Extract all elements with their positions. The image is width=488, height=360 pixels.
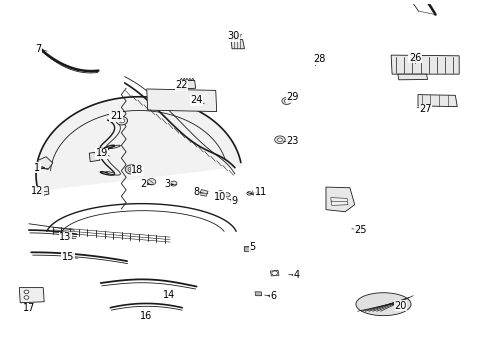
Circle shape xyxy=(125,165,137,174)
Circle shape xyxy=(271,271,277,275)
Text: 14: 14 xyxy=(163,290,175,300)
Text: 13: 13 xyxy=(59,232,71,242)
Text: 20: 20 xyxy=(394,301,406,311)
Circle shape xyxy=(24,296,29,299)
Polygon shape xyxy=(38,157,53,170)
Text: 4: 4 xyxy=(293,270,299,280)
Polygon shape xyxy=(330,198,347,206)
Circle shape xyxy=(246,192,251,195)
Text: 23: 23 xyxy=(285,136,298,146)
Circle shape xyxy=(116,117,127,125)
Text: 12: 12 xyxy=(31,186,43,196)
Text: 11: 11 xyxy=(254,186,266,197)
Text: 1: 1 xyxy=(34,163,41,173)
Text: 6: 6 xyxy=(270,292,276,301)
Polygon shape xyxy=(36,97,241,190)
Circle shape xyxy=(119,118,124,123)
Circle shape xyxy=(284,99,288,103)
Polygon shape xyxy=(41,186,49,195)
Text: 22: 22 xyxy=(175,80,187,90)
Polygon shape xyxy=(397,74,427,80)
Text: 21: 21 xyxy=(110,112,122,121)
Circle shape xyxy=(281,98,291,104)
Polygon shape xyxy=(19,288,44,303)
Text: 10: 10 xyxy=(213,192,225,202)
Circle shape xyxy=(147,179,156,185)
Text: 19: 19 xyxy=(95,148,107,158)
Text: 9: 9 xyxy=(231,196,238,206)
Text: 26: 26 xyxy=(408,53,421,63)
Text: 15: 15 xyxy=(62,252,74,262)
Polygon shape xyxy=(178,81,195,89)
Polygon shape xyxy=(270,270,279,276)
Text: 30: 30 xyxy=(226,31,239,41)
Text: 27: 27 xyxy=(419,104,431,114)
Circle shape xyxy=(128,167,135,172)
Text: 2: 2 xyxy=(141,179,147,189)
Ellipse shape xyxy=(355,293,410,316)
Polygon shape xyxy=(417,95,456,107)
Circle shape xyxy=(274,136,285,144)
Polygon shape xyxy=(390,55,458,74)
Circle shape xyxy=(218,190,223,194)
Text: 16: 16 xyxy=(140,311,152,321)
Circle shape xyxy=(170,181,177,186)
Polygon shape xyxy=(243,246,250,251)
Circle shape xyxy=(24,290,29,294)
Text: 29: 29 xyxy=(285,93,298,103)
Polygon shape xyxy=(231,40,244,49)
Polygon shape xyxy=(255,292,261,296)
Text: 24: 24 xyxy=(190,95,203,105)
Polygon shape xyxy=(89,152,100,162)
Circle shape xyxy=(224,193,230,197)
Polygon shape xyxy=(199,189,208,196)
Text: 25: 25 xyxy=(353,225,366,235)
Text: 3: 3 xyxy=(164,179,170,189)
Text: 18: 18 xyxy=(131,165,143,175)
Text: 7: 7 xyxy=(35,44,41,54)
Text: 28: 28 xyxy=(312,54,325,64)
Polygon shape xyxy=(146,89,216,112)
Polygon shape xyxy=(325,187,354,212)
Circle shape xyxy=(277,138,282,141)
Text: 8: 8 xyxy=(193,186,199,197)
Text: 5: 5 xyxy=(248,242,255,252)
Text: 17: 17 xyxy=(22,303,35,314)
